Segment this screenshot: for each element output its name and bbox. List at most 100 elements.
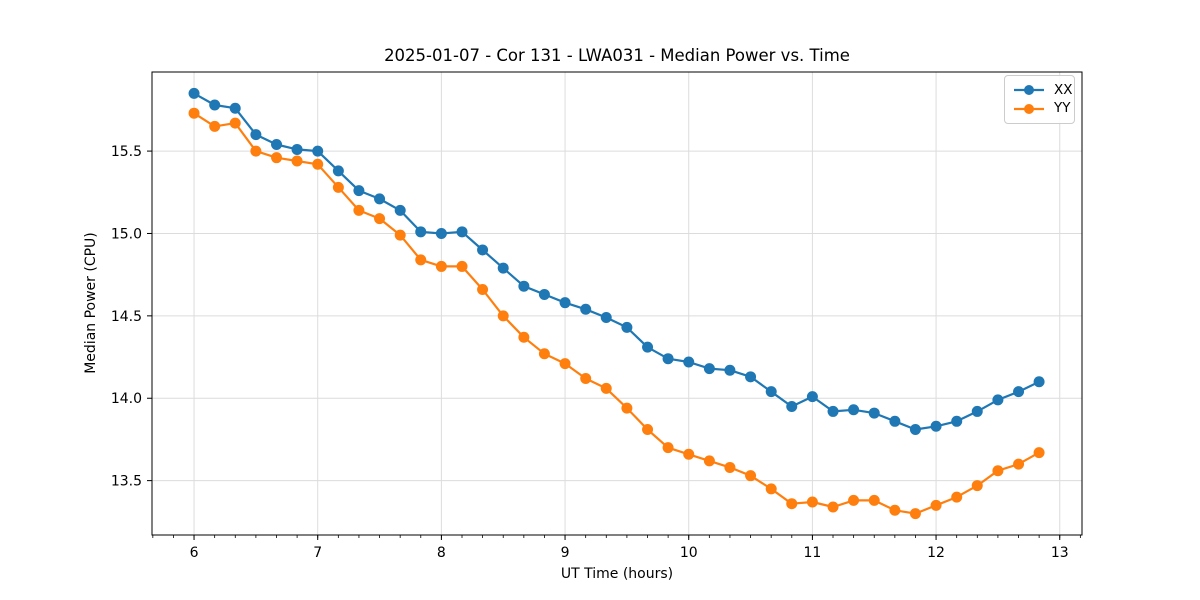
x-tick-label: 7 [313,545,322,561]
series-line-xx [192,92,1041,431]
data-point-xx [580,303,592,315]
data-point-yy [971,480,983,492]
x-tick-label: 6 [190,545,199,561]
data-point-xx [786,400,798,412]
data-point-xx [1013,386,1025,398]
data-point-yy [600,382,612,394]
data-point-yy [415,254,427,266]
data-point-yy [559,358,571,370]
y-tick-label: 14.0 [111,391,142,407]
data-point-yy [312,158,324,170]
data-point-xx [806,391,818,403]
data-point-xx [456,226,468,238]
data-point-xx [394,204,406,216]
data-point-xx [909,424,921,436]
data-point-yy [868,494,880,506]
data-point-yy [580,372,592,384]
data-point-xx [374,193,386,205]
data-point-yy [827,501,839,513]
legend-item-xx: XX [1013,81,1074,98]
x-axis-label: UT Time (hours) [560,566,674,582]
legend-label-yy: YY [1054,100,1071,116]
data-point-yy [642,424,654,436]
data-point-xx [435,227,447,239]
data-point-yy [518,331,530,343]
data-point-xx [827,405,839,417]
data-point-yy [930,499,942,511]
data-point-yy [621,402,633,414]
data-point-yy [909,508,921,520]
data-point-yy [477,283,489,295]
data-point-yy [209,120,221,132]
data-point-yy [271,152,283,164]
data-point-yy [662,442,674,454]
data-point-yy [332,181,344,193]
data-point-xx [271,138,283,150]
y-axis-label: Median Power (CPU) [83,232,99,374]
data-point-yy [786,498,798,510]
data-point-xx [724,364,736,376]
data-point-xx [353,185,365,197]
data-point-xx [229,102,241,114]
data-point-xx [642,341,654,353]
data-point-yy [291,155,303,167]
data-point-yy [992,465,1004,477]
data-point-yy [229,117,241,129]
data-point-yy [188,107,200,119]
y-tick-label: 13.5 [111,474,142,490]
data-point-xx [209,99,221,111]
data-point-xx [930,420,942,432]
data-point-yy [765,483,777,495]
y-tick-label: 15.0 [111,226,142,242]
data-point-xx [683,356,695,368]
data-point-xx [291,143,303,155]
data-point-xx [538,288,550,300]
plot-frame [151,71,1083,536]
x-tick-label: 12 [927,545,945,561]
data-point-yy [1033,447,1045,459]
data-point-yy [538,348,550,360]
y-tick-label: 14.5 [111,309,142,325]
data-point-yy [374,213,386,225]
data-point-xx [415,226,427,238]
data-point-xx [848,404,860,416]
data-point-yy [848,494,860,506]
x-tick-label: 8 [437,545,446,561]
y-tick-label: 15.5 [111,144,142,160]
data-point-xx [188,87,200,99]
data-point-xx [951,415,963,427]
data-point-yy [435,260,447,272]
series-line-yy [192,112,1041,515]
data-point-yy [806,496,818,508]
data-point-xx [1033,376,1045,388]
data-point-xx [868,407,880,419]
data-point-yy [394,229,406,241]
data-point-yy [683,448,695,460]
data-point-xx [765,386,777,398]
x-tick-label: 11 [803,545,821,561]
data-point-xx [703,363,715,375]
legend-marker-yy-icon [1014,103,1044,114]
legend: XX YY [1004,75,1075,124]
legend-marker-xx-icon [1014,85,1044,96]
data-point-xx [889,415,901,427]
data-point-yy [889,504,901,516]
data-point-yy [456,260,468,272]
data-point-xx [497,262,509,274]
data-point-xx [518,280,530,292]
chart-title: 2025-01-07 - Cor 131 - LWA031 - Median P… [384,46,850,65]
data-point-xx [332,165,344,177]
x-tick-label: 10 [680,545,698,561]
legend-item-yy: YY [1013,100,1074,116]
data-point-yy [745,470,757,482]
data-point-xx [312,145,324,157]
data-point-yy [1013,458,1025,470]
data-point-xx [600,312,612,324]
data-point-yy [353,204,365,216]
data-point-yy [951,491,963,503]
legend-label-xx: XX [1054,81,1073,98]
data-point-xx [559,297,571,309]
